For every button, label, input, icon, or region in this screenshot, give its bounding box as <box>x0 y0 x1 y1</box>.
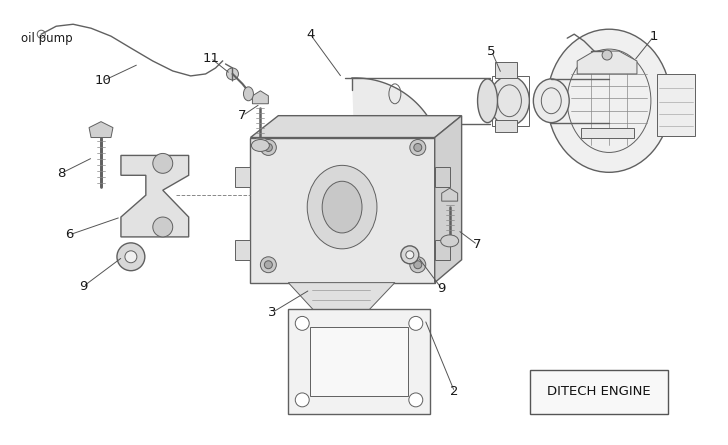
Polygon shape <box>121 155 189 237</box>
Text: DITECH ENGINE: DITECH ENGINE <box>547 385 651 398</box>
Ellipse shape <box>440 235 459 247</box>
Polygon shape <box>288 283 395 320</box>
Text: 9: 9 <box>79 280 87 293</box>
Ellipse shape <box>410 257 426 273</box>
Ellipse shape <box>602 50 612 60</box>
Ellipse shape <box>534 79 569 123</box>
Ellipse shape <box>478 79 497 123</box>
Ellipse shape <box>489 76 529 125</box>
Ellipse shape <box>323 181 362 233</box>
Text: 7: 7 <box>238 109 247 122</box>
Ellipse shape <box>389 121 401 133</box>
Polygon shape <box>435 167 450 187</box>
Ellipse shape <box>307 166 377 249</box>
Ellipse shape <box>410 140 426 155</box>
Ellipse shape <box>264 143 272 151</box>
Polygon shape <box>89 121 113 138</box>
Ellipse shape <box>226 68 239 80</box>
Text: 5: 5 <box>487 44 496 57</box>
Polygon shape <box>250 116 462 138</box>
Text: 4: 4 <box>306 28 314 40</box>
Text: 3: 3 <box>268 306 277 319</box>
Ellipse shape <box>261 140 277 155</box>
Text: 2: 2 <box>451 385 459 398</box>
PathPatch shape <box>352 78 442 160</box>
Bar <box>300 116 405 138</box>
Ellipse shape <box>264 261 272 269</box>
Ellipse shape <box>243 87 253 101</box>
Ellipse shape <box>153 154 173 173</box>
Ellipse shape <box>304 121 316 133</box>
Polygon shape <box>577 51 637 74</box>
Text: 8: 8 <box>57 167 66 180</box>
Polygon shape <box>435 116 462 283</box>
Ellipse shape <box>496 70 507 78</box>
Text: 1: 1 <box>649 30 658 43</box>
Ellipse shape <box>409 393 423 407</box>
Bar <box>657 74 695 136</box>
Ellipse shape <box>261 257 277 273</box>
Ellipse shape <box>405 251 414 259</box>
Bar <box>288 309 430 414</box>
Text: 6: 6 <box>65 228 74 242</box>
Ellipse shape <box>251 140 269 151</box>
Ellipse shape <box>125 251 137 263</box>
Ellipse shape <box>296 316 309 330</box>
Ellipse shape <box>414 143 422 151</box>
Ellipse shape <box>409 316 423 330</box>
Polygon shape <box>250 138 435 283</box>
Bar <box>310 328 408 396</box>
Text: 9: 9 <box>438 282 446 295</box>
Text: oil pump: oil pump <box>21 32 73 44</box>
Polygon shape <box>442 188 458 201</box>
Polygon shape <box>235 240 250 260</box>
Bar <box>496 62 518 78</box>
Text: 10: 10 <box>95 74 111 87</box>
Polygon shape <box>253 91 269 104</box>
Ellipse shape <box>414 261 422 269</box>
Text: 7: 7 <box>473 239 482 251</box>
Ellipse shape <box>547 29 670 172</box>
Polygon shape <box>235 167 250 187</box>
Bar <box>491 76 529 125</box>
Polygon shape <box>435 240 450 260</box>
Ellipse shape <box>153 217 173 237</box>
Bar <box>496 120 518 132</box>
Polygon shape <box>581 128 634 138</box>
Ellipse shape <box>296 393 309 407</box>
Text: 11: 11 <box>202 52 219 65</box>
Bar <box>531 370 668 414</box>
Ellipse shape <box>496 124 507 132</box>
Ellipse shape <box>401 246 419 264</box>
Ellipse shape <box>117 243 145 271</box>
